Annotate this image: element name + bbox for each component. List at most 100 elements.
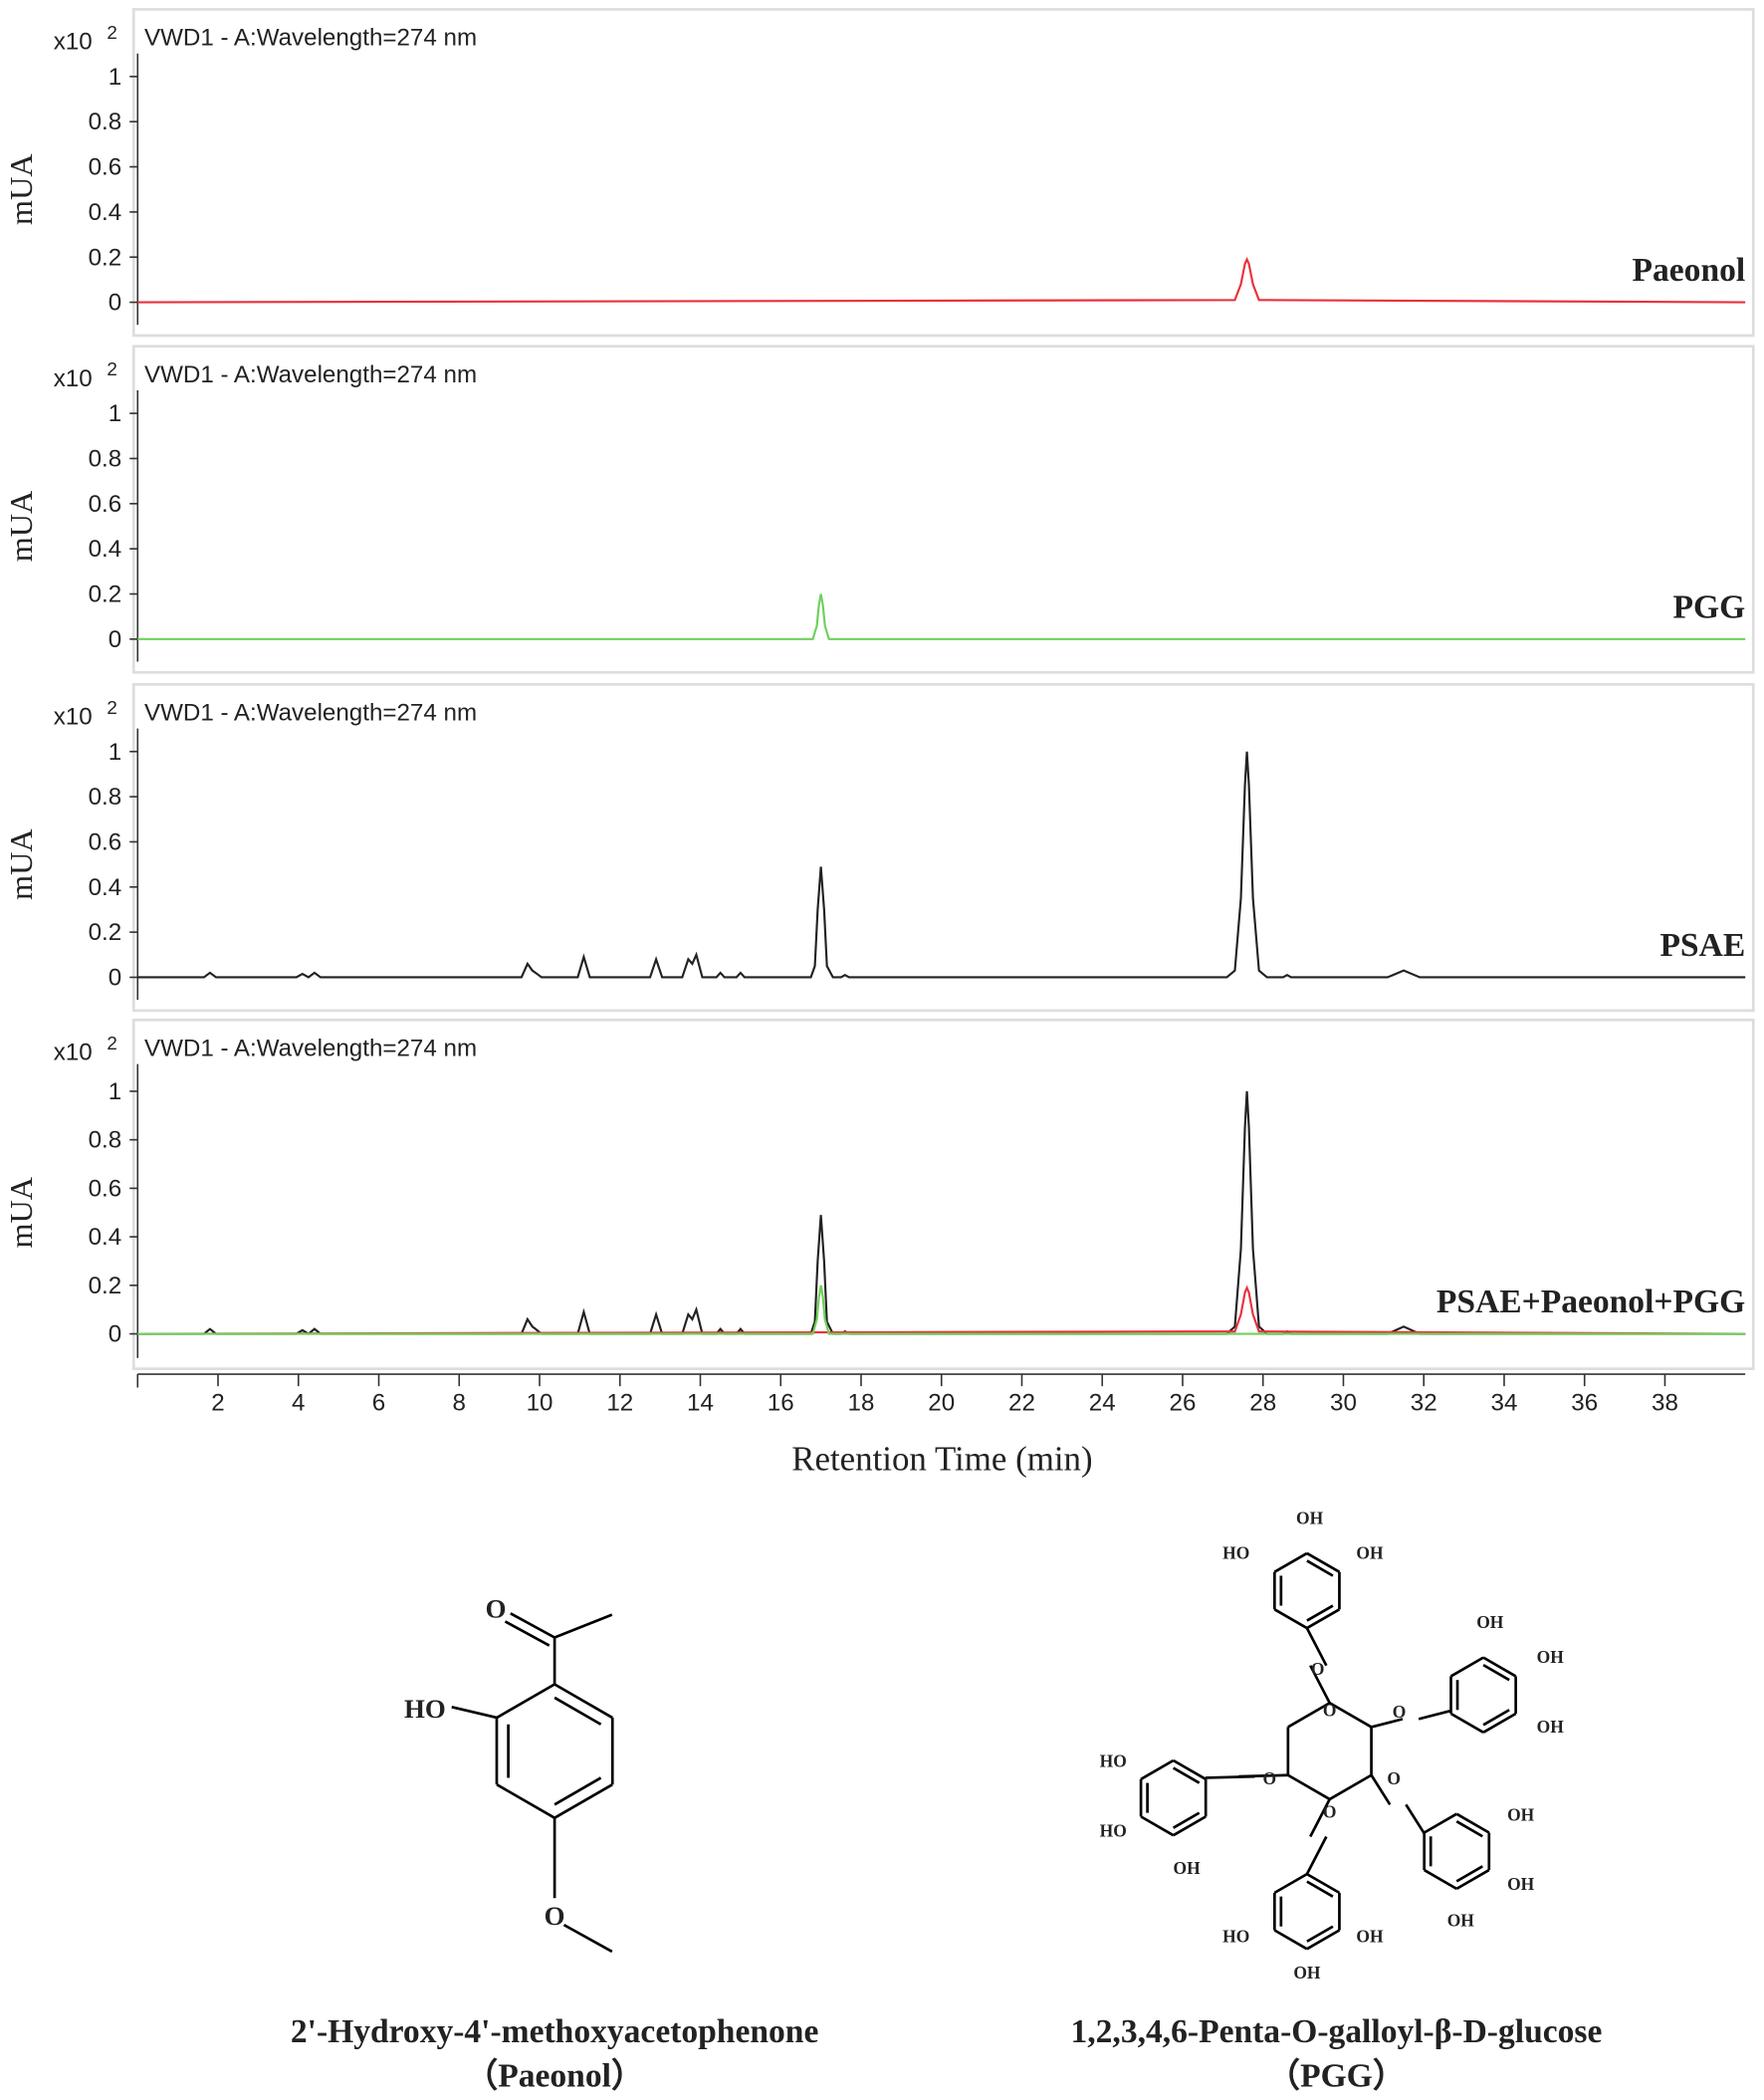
x-tick-label: 4 [292, 1389, 305, 1416]
y-tick-label: 0.4 [89, 536, 122, 563]
x-tick-label: 8 [453, 1389, 466, 1416]
y-tick-label: 1 [109, 1078, 121, 1105]
atom-label: OH [1293, 1963, 1321, 1983]
trace-label: Paeonol [1633, 252, 1746, 289]
atom-label: OH [1537, 1717, 1565, 1737]
atom-label: OH [1356, 1927, 1384, 1947]
bond [1172, 1811, 1201, 1829]
y-multiplier: x10 [54, 1040, 93, 1066]
bond [553, 1613, 613, 1639]
atom-label: O [1263, 1768, 1277, 1788]
bond [1172, 1815, 1207, 1837]
panel-frame [131, 8, 1755, 338]
y-axis-label: mUA [3, 1176, 39, 1248]
bond [510, 1612, 555, 1639]
bond [1287, 1773, 1331, 1801]
atom-label: O [545, 1901, 565, 1931]
atom-label: O [1387, 1768, 1401, 1788]
bond [553, 1683, 613, 1720]
y-tick-label: 0.8 [89, 784, 122, 811]
y-tick-label: 0.6 [89, 491, 122, 518]
bond [1455, 1820, 1483, 1838]
x-tick-label: 12 [606, 1389, 633, 1416]
bond [1306, 1559, 1334, 1577]
compound-abbr: （PGG） [1267, 2057, 1407, 2095]
bond [1455, 1812, 1490, 1834]
bond [1273, 1872, 1308, 1895]
bond [1305, 1835, 1328, 1875]
bond [1455, 1865, 1483, 1883]
bond [1205, 1774, 1255, 1779]
bond [1482, 1709, 1510, 1727]
bond [1455, 1868, 1490, 1891]
bond [1424, 1812, 1457, 1834]
bond [1306, 1925, 1334, 1943]
y-tick-label: 0.8 [89, 446, 122, 473]
bond [1273, 1551, 1308, 1573]
bond [496, 1782, 555, 1819]
x-tick-label: 2 [211, 1389, 224, 1416]
bond [1140, 1815, 1175, 1837]
bond [1405, 1803, 1427, 1835]
bond [1370, 1774, 1392, 1806]
y-tick-label: 0 [109, 965, 121, 992]
y-tick-label: 0.2 [89, 244, 122, 271]
atom-label: O [1311, 1659, 1325, 1679]
atom-label: OH [1447, 1910, 1475, 1930]
y-tick-label: 0 [109, 1321, 121, 1348]
y-tick-label: 0 [109, 626, 121, 653]
bond [1306, 1608, 1341, 1630]
bond [562, 1923, 613, 1954]
x-axis-label: Retention Time (min) [791, 1440, 1092, 1479]
y-tick-label: 0.8 [89, 109, 122, 135]
chromatogram-line [137, 593, 1746, 640]
atom-label: O [486, 1593, 507, 1623]
bond [1306, 1929, 1341, 1951]
y-tick-label: 1 [109, 400, 121, 427]
atom-label: HO [1222, 1542, 1249, 1562]
y-tick-label: 0 [109, 290, 121, 317]
bond [496, 1683, 555, 1720]
y-tick-label: 0.2 [89, 1273, 122, 1299]
panel-frame [131, 345, 1755, 674]
atom-label: HO [1100, 1821, 1127, 1841]
bond [1305, 1627, 1328, 1667]
chromatogram-line [137, 751, 1746, 979]
y-multiplier-exponent: 2 [107, 22, 116, 43]
bond [1306, 1551, 1341, 1573]
panel-title: VWD1 - A:Wavelength=274 nm [144, 361, 477, 388]
x-tick-label: 18 [848, 1389, 875, 1416]
bond [451, 1705, 498, 1720]
panel-title: VWD1 - A:Wavelength=274 nm [144, 1036, 477, 1062]
chromatogram-line [137, 1284, 1746, 1335]
panel-title: VWD1 - A:Wavelength=274 nm [144, 700, 477, 727]
y-tick-label: 0.2 [89, 582, 122, 608]
panel-frame [131, 683, 1755, 1013]
y-tick-label: 0.6 [89, 154, 122, 181]
x-tick-label: 6 [372, 1389, 385, 1416]
y-multiplier: x10 [54, 365, 93, 392]
x-tick-label: 30 [1330, 1389, 1357, 1416]
x-tick-label: 10 [527, 1389, 553, 1416]
atom-label: O [1323, 1802, 1337, 1822]
compound-name: 1,2,3,4,6-Penta-O-galloyl-β-D-glucose [1071, 2013, 1603, 2050]
atom-label: OH [1174, 1858, 1202, 1878]
atom-label: OH [1296, 1508, 1324, 1527]
bond [1371, 1718, 1404, 1729]
y-multiplier-exponent: 2 [107, 697, 116, 718]
compound-name: 2'-Hydroxy-4'-methoxyacetophenone [291, 2013, 819, 2050]
bond [553, 1776, 602, 1806]
atom-label: OH [1507, 1874, 1535, 1894]
x-tick-label: 38 [1652, 1389, 1678, 1416]
y-tick-label: 0.4 [89, 1224, 122, 1251]
y-tick-label: 0.6 [89, 829, 122, 856]
atom-label: O [1393, 1702, 1407, 1722]
bond [1140, 1758, 1175, 1780]
y-multiplier-exponent: 2 [107, 358, 116, 379]
atom-label: OH [1476, 1612, 1504, 1632]
x-tick-label: 26 [1170, 1389, 1197, 1416]
bond [553, 1696, 602, 1726]
y-multiplier: x10 [54, 29, 93, 56]
